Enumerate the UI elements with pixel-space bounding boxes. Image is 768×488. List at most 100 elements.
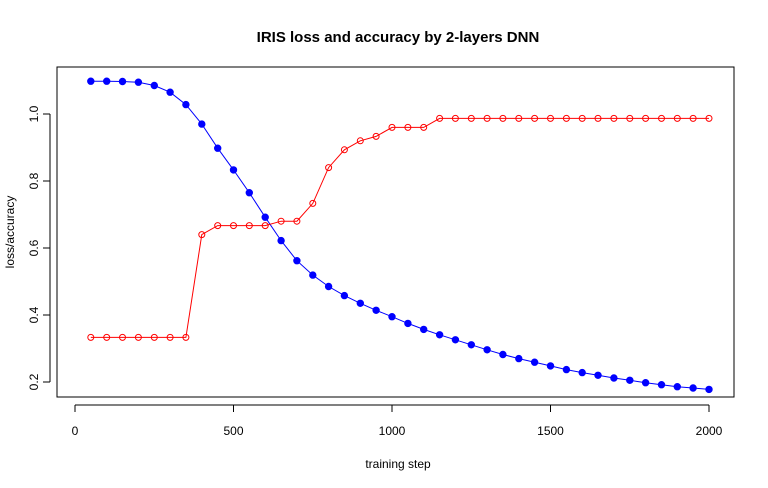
x-tick-label: 1000 xyxy=(379,424,406,438)
x-tick-label: 1500 xyxy=(537,424,564,438)
data-point-series-2 xyxy=(626,114,634,122)
data-point-series-1 xyxy=(277,236,285,245)
data-point-series-1 xyxy=(182,100,190,109)
data-point-series-2 xyxy=(673,114,681,122)
data-point-series-1 xyxy=(594,371,602,379)
plot-frame xyxy=(56,66,735,398)
data-point-series-1 xyxy=(673,383,681,391)
data-point-series-1 xyxy=(198,120,206,128)
data-point-series-2 xyxy=(356,137,364,145)
data-point-series-2 xyxy=(483,114,491,122)
data-point-series-2 xyxy=(261,222,269,230)
data-point-series-2 xyxy=(436,114,444,122)
data-point-series-1 xyxy=(626,376,634,384)
data-point-series-1 xyxy=(467,341,475,349)
x-tick-label: 500 xyxy=(223,424,243,438)
data-point-series-1 xyxy=(134,78,143,86)
y-tick-label: 0.4 xyxy=(27,306,41,323)
data-point-series-2 xyxy=(277,217,285,225)
data-point-series-1 xyxy=(309,271,317,279)
data-point-series-1 xyxy=(356,299,364,307)
data-point-series-2 xyxy=(467,114,475,122)
data-point-series-1 xyxy=(261,213,269,221)
data-point-series-1 xyxy=(483,346,491,354)
y-tick-label: 0.8 xyxy=(27,172,41,189)
y-axis-label: loss/accuracy xyxy=(3,196,17,269)
data-point-series-2 xyxy=(451,114,459,122)
data-point-series-2 xyxy=(388,123,396,131)
data-point-series-2 xyxy=(214,222,222,230)
data-point-series-2 xyxy=(103,333,111,341)
data-point-series-2 xyxy=(642,114,650,122)
data-point-series-1 xyxy=(451,336,460,344)
data-point-series-1 xyxy=(546,362,555,370)
x-axis: 0 500 1000 1500 2000 xyxy=(72,404,723,438)
data-point-series-1 xyxy=(87,77,95,85)
data-point-series-1 xyxy=(324,282,333,291)
data-point-series-2 xyxy=(404,123,412,131)
data-point-series-2 xyxy=(182,333,190,341)
data-point-series-1 xyxy=(562,365,571,374)
data-point-series-1 xyxy=(103,77,111,85)
data-point-series-2 xyxy=(166,333,174,341)
data-point-series-2 xyxy=(119,333,126,341)
x-tick-label: 0 xyxy=(72,424,79,438)
data-point-series-2 xyxy=(562,114,570,122)
data-point-series-2 xyxy=(689,114,697,122)
data-point-series-1 xyxy=(388,313,396,321)
data-point-series-1 xyxy=(657,381,666,389)
data-point-series-2 xyxy=(134,333,142,341)
data-point-series-1 xyxy=(499,350,507,359)
y-axis: 0.2 0.4 0.6 0.8 1.0 xyxy=(27,105,51,390)
data-point-series-2 xyxy=(420,123,428,131)
data-point-series-2 xyxy=(547,114,554,122)
series-layer xyxy=(87,77,713,394)
data-point-series-2 xyxy=(150,333,158,341)
data-point-series-2 xyxy=(340,146,348,154)
y-tick-label: 0.6 xyxy=(27,239,41,256)
data-point-series-1 xyxy=(515,354,523,363)
data-point-series-1 xyxy=(245,189,254,197)
data-point-series-1 xyxy=(404,319,412,328)
data-point-series-2 xyxy=(245,222,253,230)
data-point-series-1 xyxy=(641,379,650,387)
data-point-series-2 xyxy=(610,114,618,122)
data-point-series-1 xyxy=(420,325,428,334)
data-point-series-2 xyxy=(515,114,523,122)
series-line-2 xyxy=(90,117,709,338)
data-point-series-2 xyxy=(87,333,95,341)
chart-title: IRIS loss and accuracy by 2-layers DNN xyxy=(257,29,540,46)
data-point-series-2 xyxy=(230,222,237,230)
data-point-series-2 xyxy=(705,114,713,122)
data-point-series-2 xyxy=(372,132,380,140)
data-point-series-1 xyxy=(705,385,713,394)
x-tick-label: 2000 xyxy=(696,424,723,438)
data-point-series-1 xyxy=(578,368,586,377)
data-point-series-1 xyxy=(150,81,159,90)
data-point-series-2 xyxy=(658,114,665,122)
data-point-series-1 xyxy=(435,331,444,339)
data-point-series-1 xyxy=(610,374,618,382)
data-point-series-1 xyxy=(530,358,539,366)
data-point-series-2 xyxy=(325,164,333,172)
data-point-series-2 xyxy=(499,114,507,122)
data-point-series-2 xyxy=(293,217,301,225)
data-point-series-2 xyxy=(309,199,317,207)
y-tick-label: 0.2 xyxy=(27,373,41,390)
data-point-series-2 xyxy=(578,114,586,122)
data-point-series-2 xyxy=(594,114,602,122)
data-point-series-1 xyxy=(293,257,301,265)
data-point-series-1 xyxy=(229,166,238,174)
data-point-series-1 xyxy=(118,77,127,86)
data-point-series-1 xyxy=(166,88,174,96)
data-point-series-1 xyxy=(372,306,380,314)
data-point-series-1 xyxy=(689,384,697,392)
data-point-series-1 xyxy=(340,291,349,300)
data-point-series-2 xyxy=(198,231,206,239)
series-line-1 xyxy=(90,80,710,390)
data-point-series-2 xyxy=(531,114,539,122)
y-tick-label: 1.0 xyxy=(27,105,41,122)
data-point-series-1 xyxy=(214,144,222,152)
x-axis-label: training step xyxy=(365,457,431,471)
